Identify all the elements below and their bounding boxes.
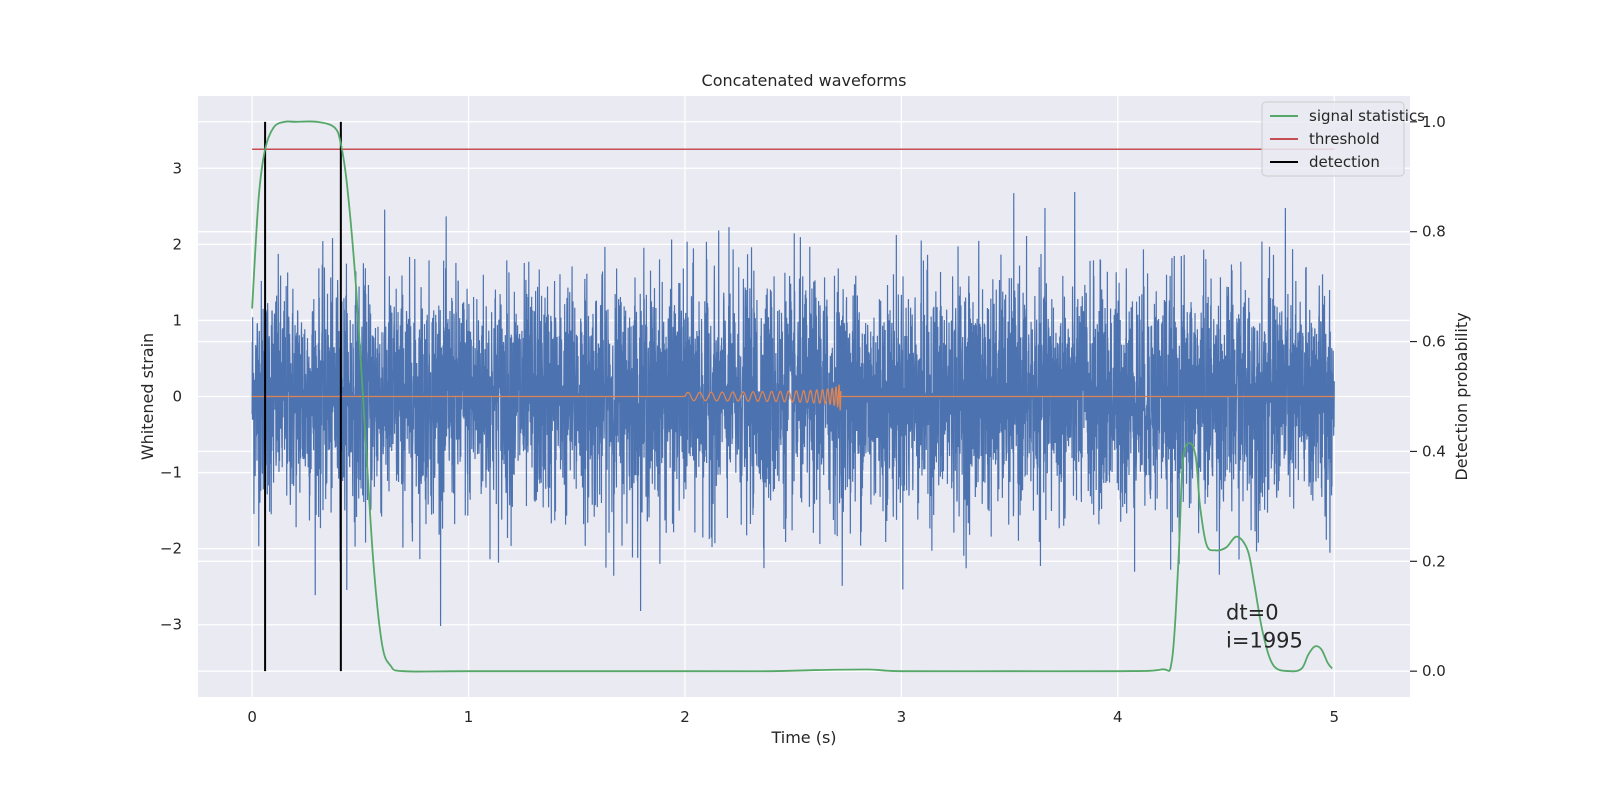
- y-ticks: −3 −2 −1 0 1 2 3: [160, 159, 182, 633]
- chart-title: Concatenated waveforms: [702, 71, 907, 90]
- x-tick-label: 5: [1329, 708, 1339, 726]
- y2-tick-label: 1.0: [1422, 113, 1446, 131]
- detection-lines: [264, 121, 342, 672]
- y-tick-label: −2: [160, 540, 182, 558]
- x-tick-label: 4: [1113, 708, 1123, 726]
- x-tick-label: 3: [897, 708, 907, 726]
- y-tick-label: 2: [172, 235, 182, 253]
- annotation-index: i=1995: [1226, 629, 1303, 653]
- annotation-dt: dt=0: [1226, 601, 1279, 625]
- y-tick-label: 0: [172, 388, 182, 406]
- y-tick-label: −3: [160, 616, 182, 634]
- annotation: dt=0 i=1995: [1226, 601, 1303, 653]
- y2-axis-label: Detection probability: [1452, 312, 1471, 480]
- y2-tick-label: 0.8: [1422, 223, 1446, 241]
- y2-tick-label: 0.0: [1422, 662, 1446, 680]
- y2-tick-label: 0.6: [1422, 333, 1446, 351]
- legend-box: [1261, 101, 1405, 177]
- x-tick-label: 0: [247, 708, 257, 726]
- series-chirp-line: [252, 384, 1335, 412]
- x-ticks: 0 1 2 3 4 5: [247, 708, 1339, 726]
- legend-label: signal statistics: [1309, 107, 1425, 125]
- legend-label: threshold: [1309, 130, 1380, 148]
- y-tick-label: 1: [172, 311, 182, 329]
- y-tick-label: 3: [172, 159, 182, 177]
- y-tick-label: −1: [160, 464, 182, 482]
- y2-tick-label: 0.4: [1422, 442, 1446, 460]
- y-axis-label: Whitened strain: [138, 333, 157, 460]
- x-axis-label: Time (s): [770, 728, 836, 747]
- series-noise-line: [251, 192, 1335, 626]
- series-signal-statistics-line: [251, 120, 1333, 673]
- x-tick-label: 1: [464, 708, 474, 726]
- plot-content: [251, 120, 1335, 673]
- x-tick-label: 2: [680, 708, 690, 726]
- y2-tick-label: 0.2: [1422, 552, 1446, 570]
- legend-label: detection: [1309, 153, 1380, 171]
- chart-title-group: Concatenated waveforms: [702, 71, 907, 90]
- y2-ticks: 0.0 0.2 0.4 0.6 0.8 1.0: [1410, 113, 1446, 680]
- legend: signal statistics threshold detection: [1261, 101, 1425, 177]
